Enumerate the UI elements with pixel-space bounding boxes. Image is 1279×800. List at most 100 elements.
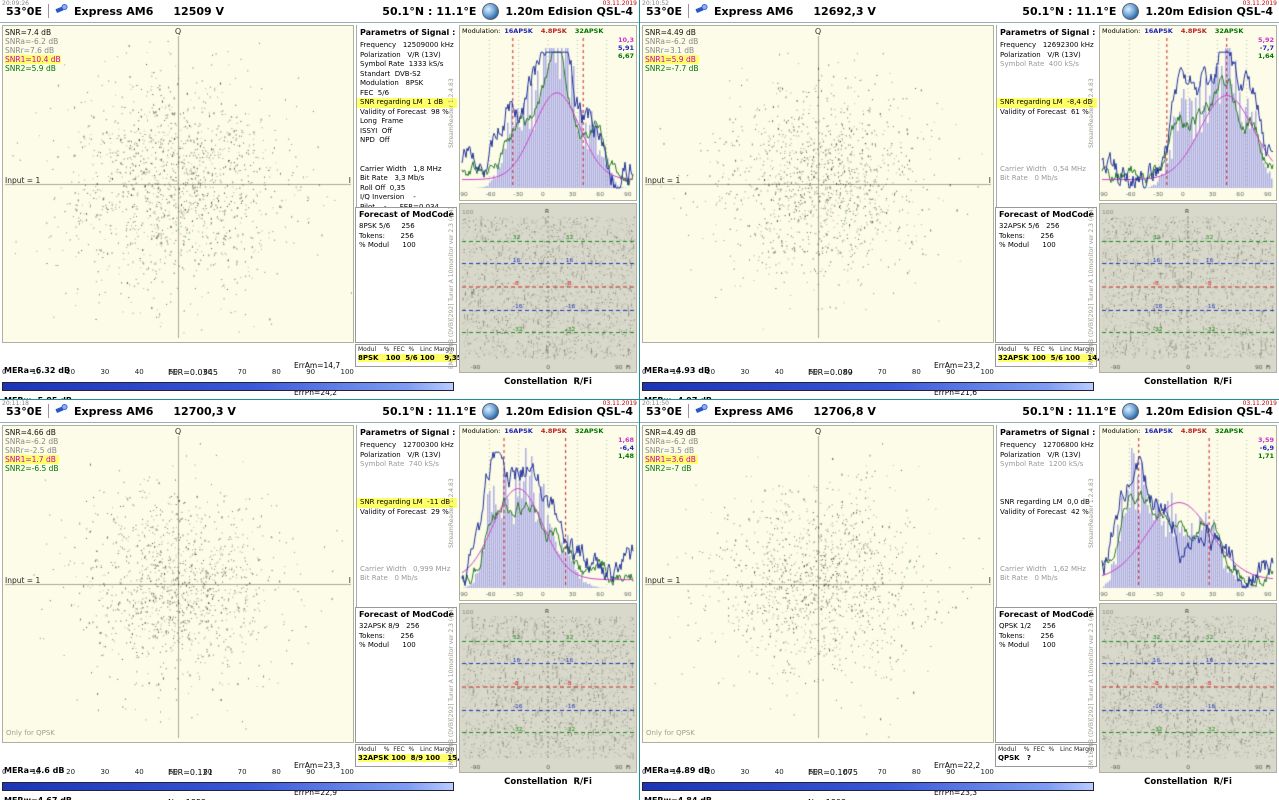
modcode-row-value: 32APSK 100 8/9 100 15,69 — [358, 754, 470, 762]
scale-tick: 60 — [203, 368, 213, 376]
capture-date: 03.11.2019 — [602, 0, 637, 7]
signal-param-line: NPD Off — [360, 136, 390, 144]
spectrum-chart[interactable] — [1100, 426, 1276, 600]
constellation-area: Q I Input = 1 SNR=4.49 dB SNRa=-6.2 dB SNR… — [642, 25, 994, 343]
signal-param-line — [357, 527, 457, 537]
constellation-plot[interactable] — [643, 426, 993, 742]
spectrum-panel: Modulation: 16APSK 4.8PSK 32APSK 10,3 5,91 6… — [459, 25, 637, 201]
i-axis-label: I — [348, 575, 351, 585]
title-bar: 20:09:26 53°0E Express AM6 12509 V 50.1°… — [0, 0, 639, 23]
transponder-panel: 20:11:50 53°0E Express AM6 12706,8 V 50.… — [640, 400, 1279, 800]
tuner-info-vertical-text: EM 16983 (DVB)[292] Tuner A 10monitor ve… — [1088, 206, 1095, 370]
scale-tick: 80 — [271, 768, 281, 776]
rfi-panel — [459, 203, 637, 373]
modcode-table-row: 8PSK 100 5/6 100 9,35 — [356, 353, 462, 362]
signal-param-line — [997, 127, 1097, 137]
signal-meter-bar — [2, 382, 454, 391]
modcode-forecast-panel: Forecast of ModCode 32APSK 5/6 256 Tokens… — [995, 207, 1097, 343]
scale-tick: 90 — [306, 368, 316, 376]
snr-readout: SNRa=-6.2 dB — [645, 37, 699, 46]
fer-readouts: FER=0.121 N = 1852 — [168, 748, 213, 800]
spectrum-chart[interactable] — [460, 426, 636, 600]
modcode-forecast-title: Forecast of ModCode — [359, 610, 454, 619]
forecast-line: Tokens: 256 — [999, 231, 1054, 240]
scale-tick: 50 — [169, 368, 178, 376]
globe-icon — [482, 2, 500, 20]
error-readouts: ErrAm=23,2 ErrPh=21,6 Quality=-28% — [934, 343, 986, 399]
legend-items: 16APSK 4.8PSK 32APSK — [1144, 27, 1243, 35]
signal-meter-bar — [642, 782, 1094, 791]
rfi-chart[interactable] — [460, 204, 636, 372]
mera-value: MERa=4.6 dB — [4, 766, 65, 775]
title-bar: 20:11:50 53°0E Express AM6 12706,8 V 50.… — [640, 400, 1279, 423]
signal-param-line: Bit Rate 0 Mb/s — [1000, 174, 1058, 182]
modcode-forecast-panel: Forecast of ModCode 8PSK 5/6 256 Tokens: … — [355, 207, 457, 343]
quality-scale: 0 10 20 30 40 50 60 70 80 90 100 — [642, 768, 994, 776]
signal-param-line — [357, 479, 457, 489]
signal-param-line — [997, 155, 1097, 165]
snr-estimate-value: -7,7 — [1259, 44, 1274, 52]
spectrum-panel: Modulation: 16APSK 4.8PSK 32APSK 5,92 -7,7 1… — [1099, 25, 1277, 201]
snr-readout: SNR1=1.7 dB — [5, 455, 59, 464]
erram-value: ErrAm=23,3 — [294, 761, 341, 770]
constellation-plot[interactable] — [643, 26, 993, 342]
scale-tick: 0 — [2, 368, 7, 376]
rfi-chart[interactable] — [1100, 204, 1276, 372]
fer-readouts: FER=0.089 N = 1903 — [808, 348, 853, 399]
signal-param-line: I/Q Inversion - — [360, 193, 416, 201]
rfi-panel — [1099, 203, 1277, 373]
signal-param-line: Symbol Rate 1333 kS/s — [360, 60, 444, 68]
signal-param-line — [357, 155, 457, 165]
scale-tick: 40 — [774, 768, 784, 776]
legend-items: 16APSK 4.8PSK 32APSK — [1144, 427, 1243, 435]
satellite-name: Express AM6 — [713, 404, 794, 418]
error-readouts: ErrAm=22,2 ErrPh=23,3 Quality=-37% — [934, 743, 986, 800]
rfi-chart[interactable] — [1100, 604, 1276, 772]
frequency-label: 12700,3 V — [173, 404, 236, 418]
input-label: Input = 1 — [5, 575, 41, 585]
constellation-area: Q I Input = 1 SNR=4.66 dB SNRa=-6.2 dB SNR… — [2, 425, 354, 743]
scale-tick: 40 — [774, 368, 784, 376]
modulation-label: Modulation: — [1102, 27, 1141, 35]
scale-tick: 100 — [980, 768, 994, 776]
scale-tick: 20 — [66, 368, 76, 376]
dish-name: 1.20m Edision QSL-4 — [505, 4, 633, 18]
forecast-line: Tokens: 256 — [999, 631, 1054, 640]
spectrum-panel: Modulation: 16APSK 4.8PSK 32APSK 1,68 -6,4 1… — [459, 425, 637, 601]
snr-readout: SNRr=-2.5 dB — [5, 446, 57, 455]
satellite-icon — [55, 3, 68, 19]
app-version-vertical-text: StreamReader 1.2.4.83 — [448, 478, 455, 548]
scale-tick: 0 — [2, 768, 7, 776]
spectrum-chart[interactable] — [460, 26, 636, 200]
signal-param-line: Polarization V/R (13V) — [360, 450, 441, 459]
site-location: 50.1°N : 11.1°E — [1022, 4, 1117, 18]
signal-param-line: Bit Rate 3,3 Mb/s — [360, 174, 425, 182]
constellation-plot[interactable] — [3, 26, 353, 342]
input-label: Input = 1 — [645, 175, 681, 185]
snr-readout: SNR2=-6.5 dB — [5, 464, 59, 473]
input-label: Input = 1 — [5, 175, 41, 185]
legend-item: 32APSK — [1214, 27, 1244, 35]
forecast-line: Tokens: 256 — [359, 631, 414, 640]
satellite-icon — [55, 403, 68, 419]
input-label: Input = 1 — [645, 575, 681, 585]
scale-tick: 90 — [306, 768, 316, 776]
spectrum-chart[interactable] — [1100, 26, 1276, 200]
signal-param-line: Standart DVB-S2 — [360, 69, 422, 78]
tuner-info-vertical-text: EM 16983 (DVB)[292] Tuner A 10monitor ve… — [448, 606, 455, 770]
satellite-icon — [695, 403, 708, 419]
scale-tick: 50 — [169, 768, 178, 776]
rfi-chart[interactable] — [460, 604, 636, 772]
transponder-panel: 20:10:52 53°0E Express AM6 12692,3 V 50.… — [640, 0, 1279, 399]
error-readouts: ErrAm=23,3 ErrPh=22,9 Quality=-35% — [294, 743, 346, 800]
scale-tick: 100 — [980, 368, 994, 376]
constellation-plot[interactable] — [3, 426, 353, 742]
signal-params-title: Parametrs of Signal : — [360, 28, 456, 37]
sample-count: N = 1893 — [808, 798, 858, 800]
modcode-forecast-panel: Forecast of ModCode 32APSK 8/9 256 Tokens… — [355, 607, 457, 743]
rfi-panel — [1099, 603, 1277, 773]
forecast-line: 32APSK 8/9 256 — [359, 622, 420, 630]
signal-meter-bar — [2, 782, 454, 791]
modcode-forecast-list: 8PSK 5/6 256 Tokens: 256% Modul 100 — [356, 222, 456, 251]
